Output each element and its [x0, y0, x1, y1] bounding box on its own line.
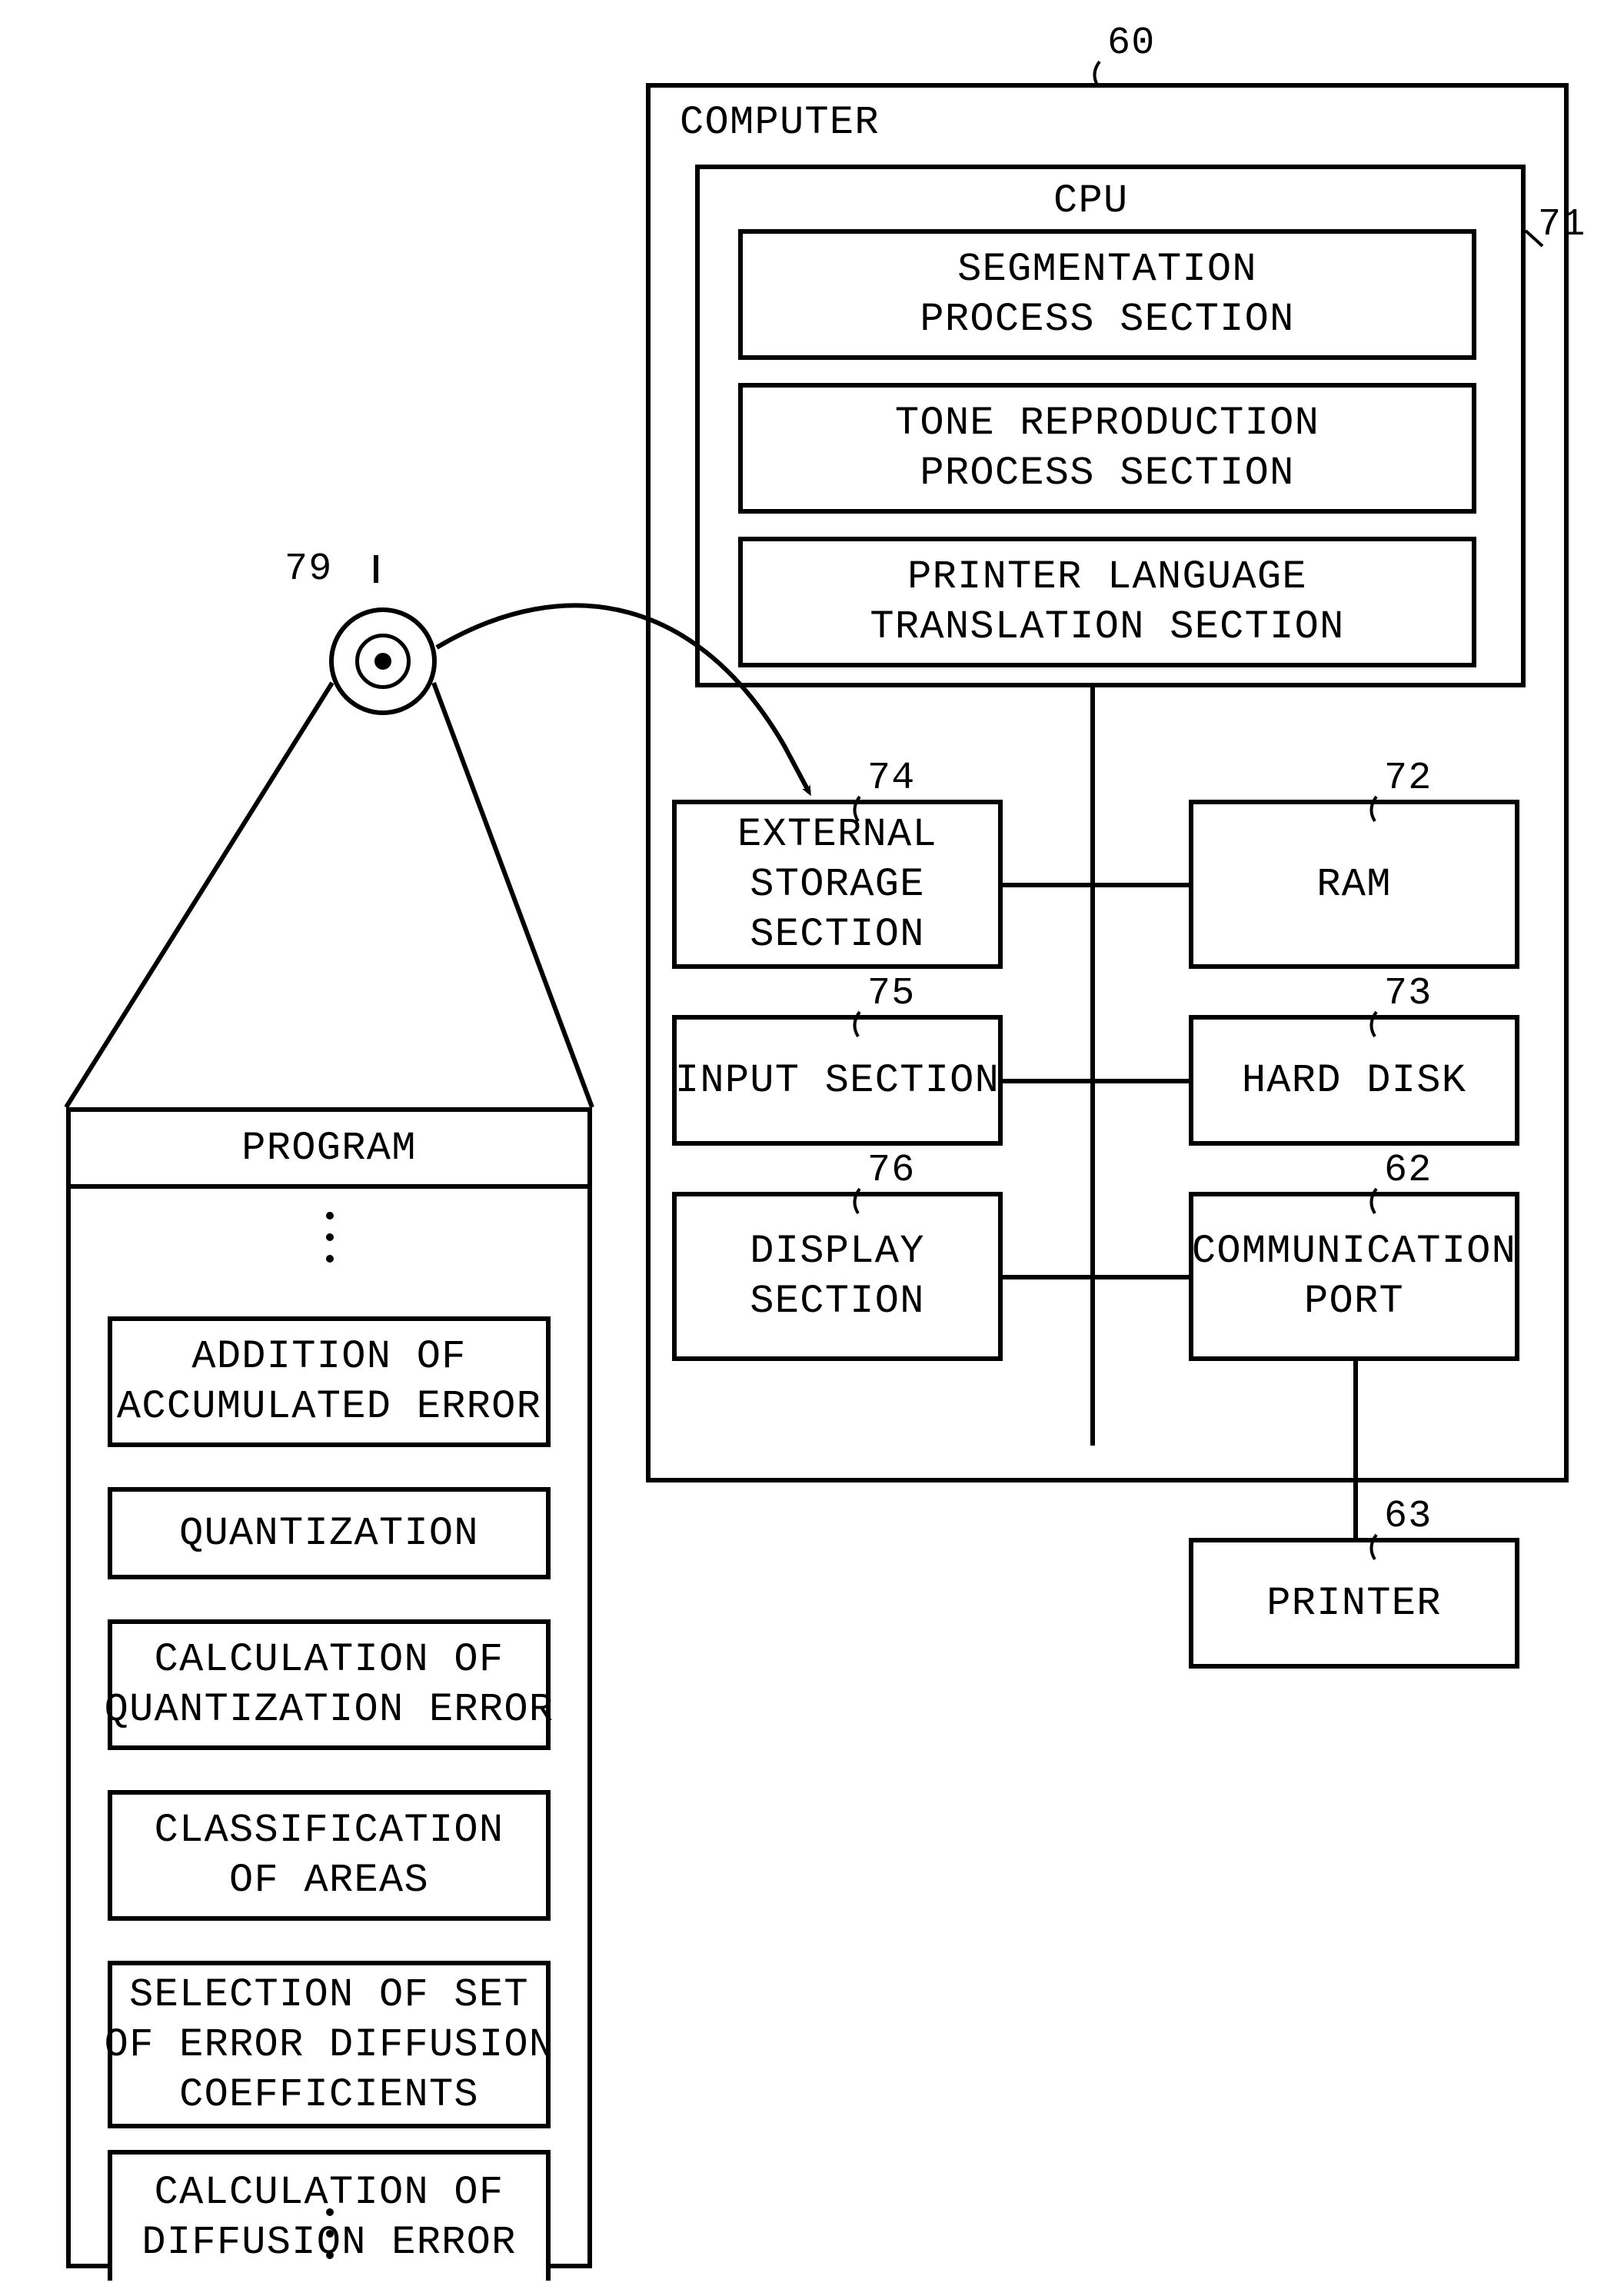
ref-79: 79 — [285, 547, 333, 591]
printer-block: PRINTER — [1189, 1538, 1519, 1669]
ref-74: 74 — [867, 757, 916, 800]
cpu-label: CPU — [1053, 178, 1128, 224]
cpu-section: TONE REPRODUCTION PROCESS SECTION — [738, 383, 1476, 514]
bus-horizontal — [1003, 883, 1189, 887]
cpu-section: PRINTER LANGUAGE TRANSLATION SECTION — [738, 537, 1476, 667]
input-block: INPUT SECTION — [672, 1015, 1003, 1146]
ref-62: 62 — [1384, 1149, 1433, 1193]
bus-horizontal — [1003, 1275, 1189, 1279]
bus-horizontal — [1003, 1079, 1189, 1083]
ref-71: 71 — [1538, 203, 1586, 247]
program-header-rule — [66, 1184, 592, 1189]
ext-storage-block: EXTERNAL STORAGE SECTION — [672, 800, 1003, 969]
ellipsis-top-icon — [326, 1212, 334, 1263]
ellipsis-bottom-icon — [326, 2208, 334, 2259]
ref-72: 72 — [1384, 757, 1433, 800]
program-step: QUANTIZATION — [108, 1487, 551, 1579]
ref-76: 76 — [867, 1149, 916, 1193]
cpu-section: SEGMENTATION PROCESS SECTION — [738, 229, 1476, 360]
program-step: SELECTION OF SET OF ERROR DIFFUSION COEF… — [108, 1961, 551, 2128]
printer-connector — [1353, 1361, 1358, 1538]
comm-port-block: COMMUNICATION PORT — [1189, 1192, 1519, 1361]
printer-label: PRINTER — [1266, 1579, 1441, 1629]
ref-73: 73 — [1384, 972, 1433, 1016]
ref-63: 63 — [1384, 1495, 1433, 1539]
computer-label: COMPUTER — [680, 100, 880, 145]
disc-center-icon — [374, 653, 391, 670]
hard-disk-block: HARD DISK — [1189, 1015, 1519, 1146]
bus-vertical — [1090, 687, 1095, 1446]
diagram-stage: COMPUTER CPU SEGMENTATION PROCESS SECTIO… — [0, 0, 1614, 2296]
display-block: DISPLAY SECTION — [672, 1192, 1003, 1361]
ref-60: 60 — [1107, 22, 1156, 65]
disc-ref-tick — [374, 555, 378, 583]
program-step: ADDITION OF ACCUMULATED ERROR — [108, 1316, 551, 1447]
program-step: CALCULATION OF QUANTIZATION ERROR — [108, 1619, 551, 1750]
program-step: CLASSIFICATION OF AREAS — [108, 1790, 551, 1921]
ram-block: RAM — [1189, 800, 1519, 969]
ref-75: 75 — [867, 972, 916, 1016]
program-label: PROGRAM — [66, 1126, 592, 1171]
